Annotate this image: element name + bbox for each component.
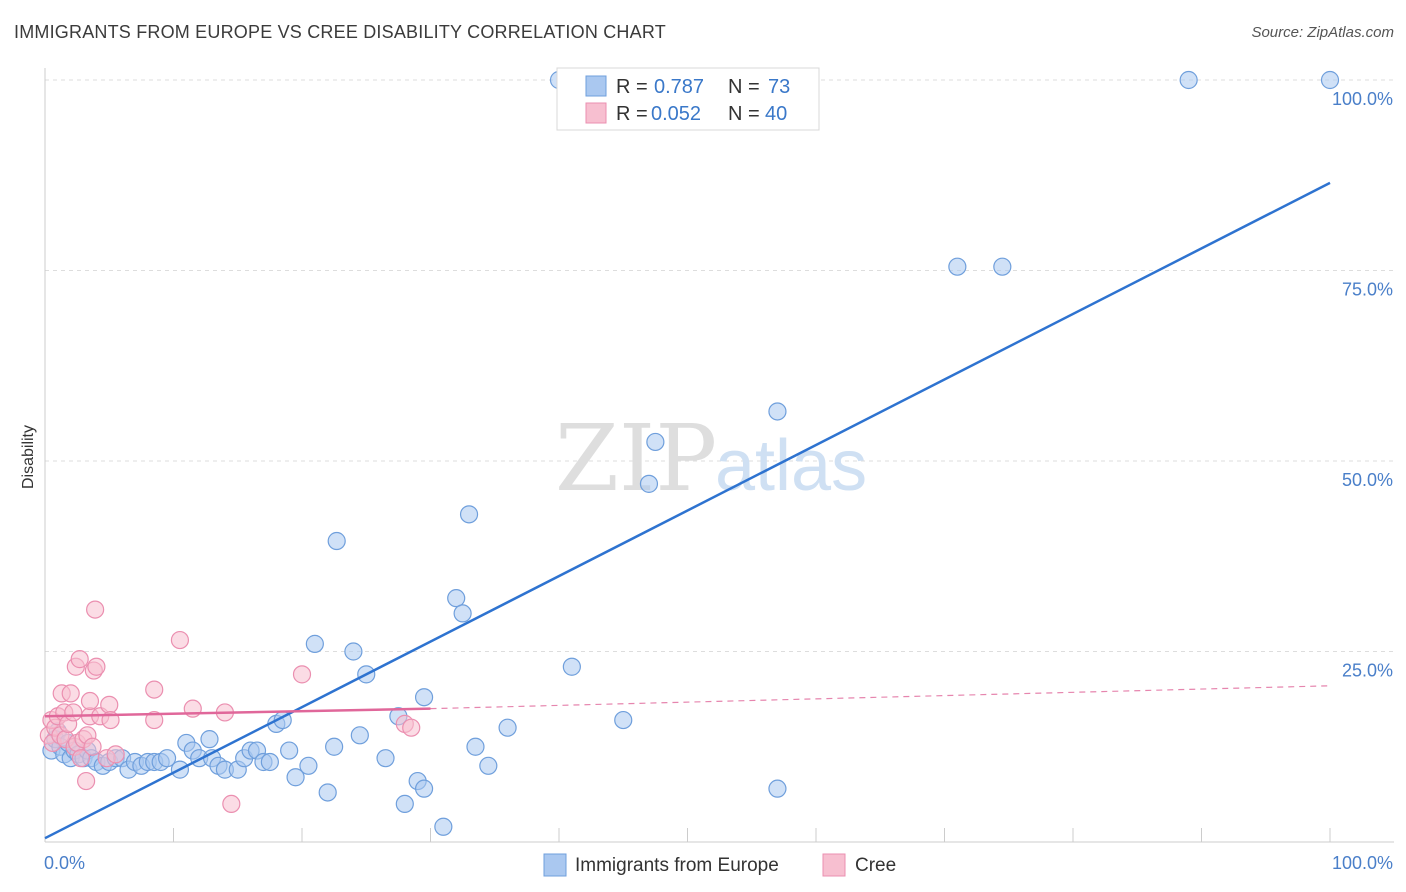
point-blue-65 [614, 710, 633, 730]
point-pink-28 [100, 695, 119, 714]
point-pink-24 [86, 600, 105, 619]
chart-title: IMMIGRANTS FROM EUROPE VS CREE DISABILIT… [14, 22, 666, 42]
point-blue-37 [260, 752, 279, 772]
point-blue-72 [1179, 70, 1198, 90]
point-blue-57 [447, 589, 466, 608]
point-pink-10 [61, 684, 80, 703]
point-blue-62 [498, 718, 517, 737]
bottom-legend: Immigrants from Europe Cree [543, 853, 896, 877]
point-pink-32 [145, 680, 164, 699]
point-pink-21 [80, 691, 100, 711]
legend-swatch-blue [585, 75, 607, 97]
point-blue-67 [646, 432, 665, 452]
point-blue-47 [344, 642, 363, 661]
watermark: ZIP atlas [555, 405, 867, 512]
point-pink-16 [71, 749, 91, 768]
legend-n-value-pink: 40 [765, 103, 787, 125]
y-tick-label-50: 50.0% [1342, 470, 1393, 490]
y-axis-label: Disability [20, 425, 37, 489]
point-blue-64 [562, 657, 581, 676]
legend-r-label-blue: R = [616, 76, 648, 98]
bottom-legend-label-pink: Cree [855, 855, 896, 876]
trendline-pink-dashed [430, 685, 1331, 710]
trend-layer [44, 181, 1331, 840]
trendline-pink-solid [44, 707, 431, 718]
point-blue-41 [286, 768, 305, 787]
point-blue-58 [453, 604, 472, 623]
bottom-legend-swatch-pink [822, 853, 846, 877]
legend-n-label-blue: N = [728, 76, 760, 98]
point-pink-39 [402, 718, 421, 737]
y-tick-label-100: 100.0% [1332, 89, 1393, 109]
bottom-legend-label-blue: Immigrants from Europe [575, 855, 779, 876]
point-blue-54 [414, 779, 434, 798]
point-blue-61 [479, 756, 498, 775]
point-pink-18 [77, 771, 96, 791]
point-blue-68 [768, 402, 787, 421]
legend-box: R = 0.787 N = 73 R = 0.052 N = 40 [556, 67, 820, 131]
point-blue-42 [299, 756, 318, 775]
legend-swatch-pink [585, 102, 607, 124]
point-pink-31 [145, 710, 164, 730]
watermark-zip: ZIP [555, 405, 717, 512]
tick-labels: 25.0% 50.0% 75.0% 100.0% 0.0% 100.0% [44, 89, 1393, 873]
point-blue-66 [639, 474, 659, 493]
y-tick-label-75: 75.0% [1342, 280, 1393, 300]
point-blue-59 [459, 505, 479, 524]
point-blue-50 [376, 749, 395, 768]
axis-layer [44, 68, 1394, 843]
point-pink-22 [83, 737, 102, 756]
point-blue-70 [948, 257, 967, 276]
legend-r-value-blue: 0.787 [654, 76, 704, 98]
x-tick-label-100: 100.0% [1332, 853, 1393, 873]
point-pink-30 [106, 745, 125, 764]
point-pink-15 [70, 650, 89, 669]
point-blue-69 [768, 779, 787, 798]
grid-layer [45, 79, 1394, 652]
point-blue-46 [327, 531, 346, 551]
point-pink-11 [64, 703, 83, 722]
point-blue-55 [414, 688, 434, 707]
point-blue-23 [157, 749, 177, 768]
x-tick-label-0: 0.0% [44, 853, 85, 873]
point-blue-60 [466, 737, 485, 756]
point-pink-37 [292, 665, 312, 684]
point-pink-33 [170, 630, 190, 650]
point-blue-52 [395, 794, 414, 814]
point-blue-71 [993, 257, 1012, 276]
legend-r-value-pink: 0.052 [651, 103, 701, 125]
point-blue-43 [305, 634, 324, 653]
y-tick-label-25: 25.0% [1342, 661, 1393, 681]
point-blue-40 [280, 741, 299, 760]
watermark-atlas: atlas [715, 426, 867, 506]
point-blue-48 [350, 726, 369, 745]
source-label: Source: ZipAtlas.com [1251, 24, 1394, 41]
legend-r-label-pink: R = [616, 103, 648, 125]
trendline-blue [44, 181, 1331, 840]
point-pink-25 [87, 657, 106, 676]
legend-n-label-pink: N = [728, 103, 760, 125]
point-blue-28 [200, 730, 219, 749]
point-blue-73 [1320, 70, 1340, 90]
point-blue-56 [434, 817, 453, 836]
bottom-legend-swatch-blue [543, 853, 567, 877]
point-blue-44 [318, 783, 337, 802]
point-blue-45 [325, 737, 344, 756]
legend-n-value-blue: 73 [768, 76, 790, 98]
point-pink-36 [222, 794, 241, 814]
